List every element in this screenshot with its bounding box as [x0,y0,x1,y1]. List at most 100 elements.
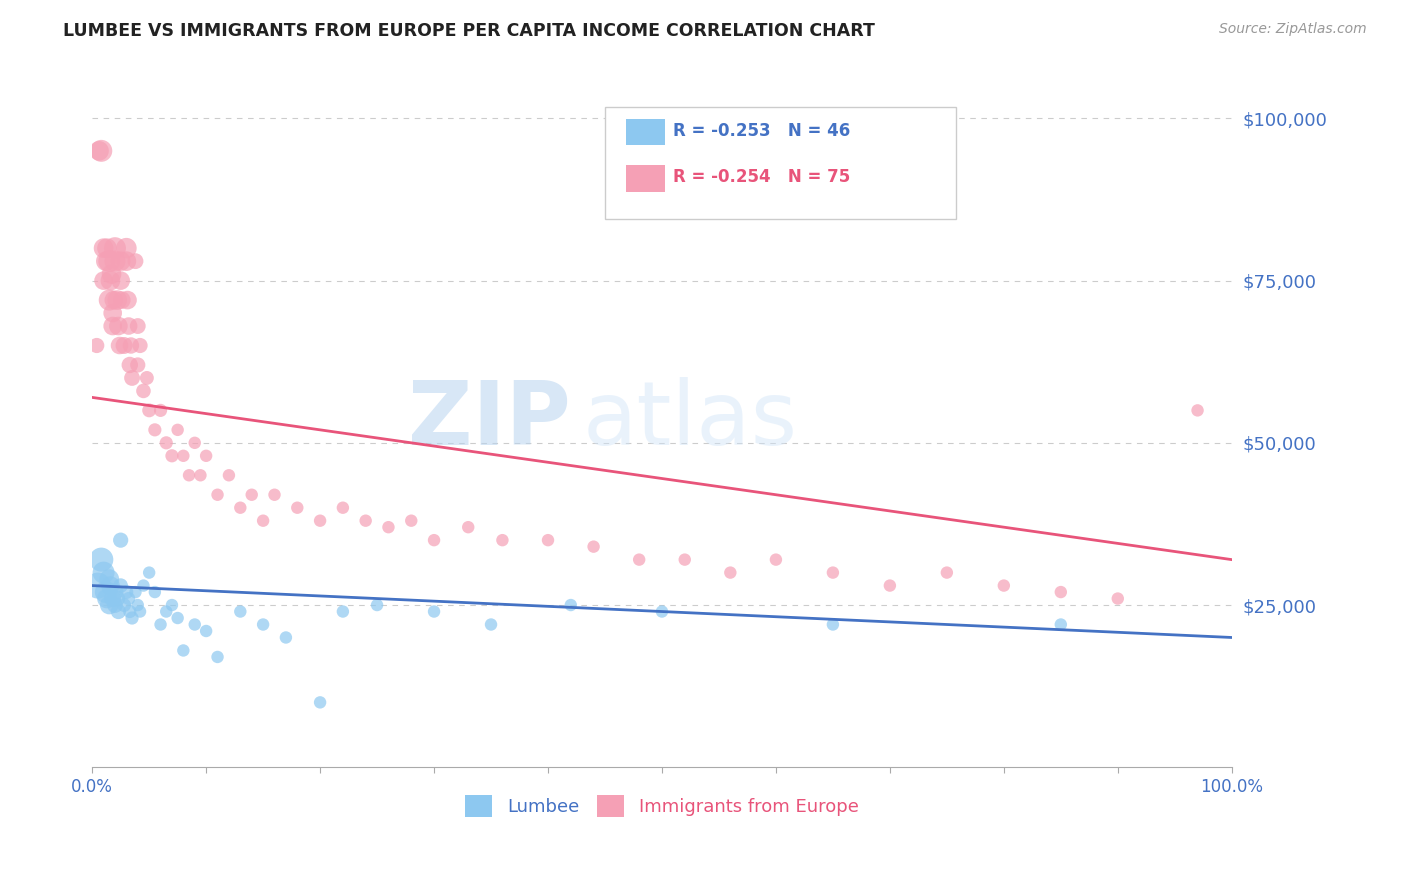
Point [101,306,124,320]
Point [354,514,377,528]
Point [117,319,139,334]
Point [582,540,605,554]
Point [479,617,502,632]
Point [1049,617,1071,632]
Point [110,254,132,268]
Point [120,338,142,352]
Point [98,572,121,586]
Point [423,605,446,619]
Text: ZIP: ZIP [408,376,571,464]
Point [104,254,127,268]
Point [285,500,308,515]
Point [207,488,229,502]
Point [94,254,117,268]
Point [879,578,901,592]
Point [110,578,132,592]
Point [105,293,128,307]
Point [366,598,388,612]
Text: R = -0.253   N = 46: R = -0.253 N = 46 [673,122,851,140]
Point [124,585,146,599]
Point [1187,403,1209,417]
Point [100,267,122,281]
Point [124,254,146,268]
Point [115,254,138,268]
Point [229,605,252,619]
Point [138,566,160,580]
Point [98,598,121,612]
Point [127,598,149,612]
Point [252,617,274,632]
Point [127,319,149,334]
Point [993,578,1015,592]
Point [132,384,155,398]
Point [821,566,844,580]
Point [87,578,110,592]
Point [86,338,108,352]
Point [127,358,149,372]
Point [195,624,218,638]
Point [112,338,135,352]
Point [172,449,194,463]
Point [160,449,183,463]
Point [765,552,787,566]
Point [628,552,651,566]
Point [121,611,143,625]
Point [143,423,166,437]
Point [172,643,194,657]
Point [108,338,131,352]
Point [560,598,582,612]
Point [184,617,207,632]
Point [105,591,128,606]
Point [93,566,115,580]
Point [121,371,143,385]
Point [96,241,118,255]
Point [98,254,121,268]
Point [118,605,141,619]
Point [1107,591,1129,606]
Point [718,566,741,580]
Point [111,293,134,307]
Point [107,605,129,619]
Point [218,468,240,483]
Point [190,468,212,483]
Point [103,293,125,307]
Point [166,423,188,437]
Point [229,500,252,515]
Legend: Lumbee, Immigrants from Europe: Lumbee, Immigrants from Europe [458,788,866,824]
Point [129,338,152,352]
Point [138,403,160,417]
Point [101,319,124,334]
Point [821,617,844,632]
Point [117,591,139,606]
Point [252,514,274,528]
Point [423,533,446,548]
Text: R = -0.254   N = 75: R = -0.254 N = 75 [673,168,851,186]
Point [309,695,332,709]
Point [90,552,112,566]
Point [94,585,117,599]
Point [457,520,479,534]
Point [263,488,285,502]
Point [135,371,157,385]
Point [177,468,200,483]
Point [110,274,132,288]
Point [129,605,152,619]
Point [1049,585,1071,599]
Point [309,514,332,528]
Text: atlas: atlas [582,376,797,464]
Point [166,611,188,625]
Point [184,435,207,450]
Point [98,293,121,307]
Text: Source: ZipAtlas.com: Source: ZipAtlas.com [1219,22,1367,37]
Point [673,552,696,566]
Point [107,319,129,334]
Point [87,144,110,158]
Point [93,241,115,255]
Point [104,598,127,612]
Point [132,578,155,592]
Point [155,435,177,450]
Point [115,585,138,599]
Point [110,533,132,548]
Point [104,585,127,599]
Point [96,591,118,606]
